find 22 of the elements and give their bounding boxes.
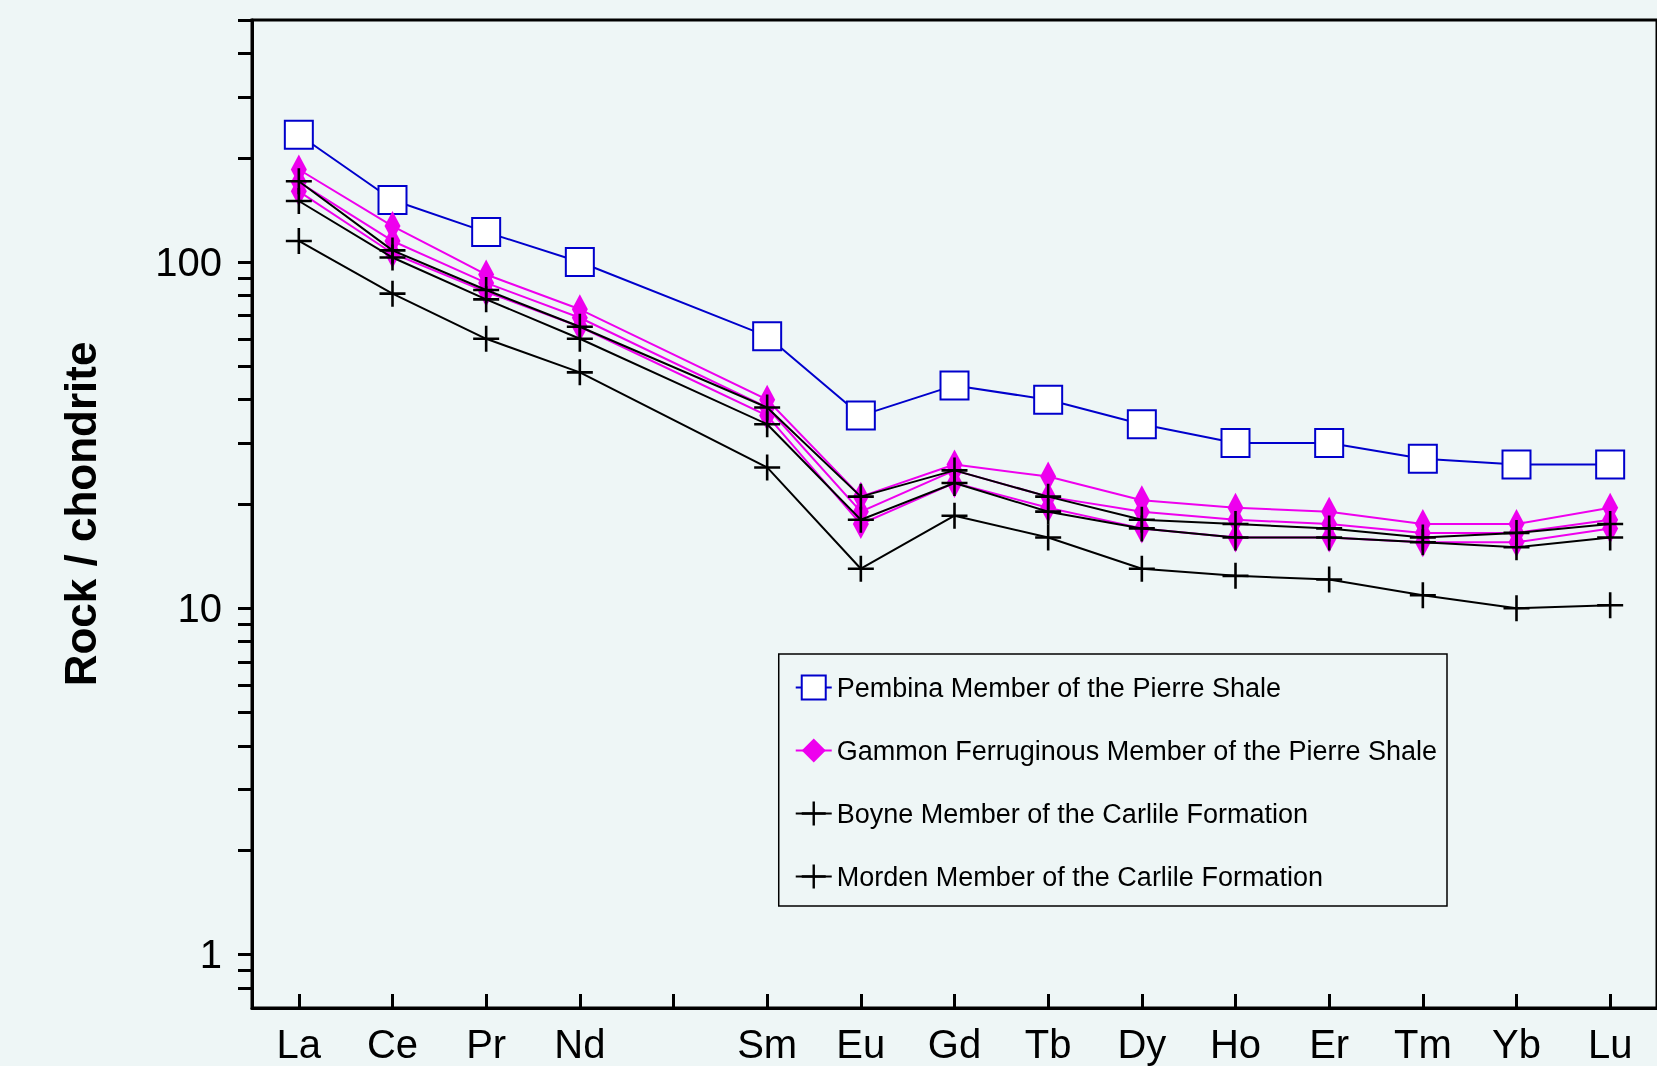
y-axis-title: Rock / chondrite bbox=[55, 341, 105, 687]
x-tick-label: Pr bbox=[466, 1022, 507, 1066]
x-tick-label: La bbox=[276, 1022, 322, 1066]
y-tick-label: 10 bbox=[177, 586, 222, 631]
x-tick-label: Nd bbox=[554, 1022, 606, 1066]
legend-label: Morden Member of the Carlile Formation bbox=[836, 861, 1323, 892]
x-tick-label: Er bbox=[1309, 1022, 1350, 1066]
legend-label: Pembina Member of the Pierre Shale bbox=[836, 672, 1281, 703]
x-tick-label: Ho bbox=[1209, 1022, 1262, 1066]
x-tick-label: Gd bbox=[927, 1022, 982, 1066]
x-tick-label: Tb bbox=[1024, 1022, 1072, 1066]
x-tick-label: Tm bbox=[1393, 1022, 1452, 1066]
x-tick-label: Dy bbox=[1117, 1022, 1167, 1066]
legend-label: Gammon Ferruginous Member of the Pierre Shale bbox=[836, 735, 1437, 766]
x-tick-label: Lu bbox=[1587, 1022, 1633, 1066]
y-tick-label: 100 bbox=[155, 239, 222, 284]
legend-label: Boyne Member of the Carlile Formation bbox=[836, 798, 1308, 829]
x-tick-label: Yb bbox=[1492, 1022, 1541, 1066]
x-tick-label: Ce bbox=[366, 1022, 419, 1066]
y-tick-label: 1 bbox=[199, 932, 222, 977]
x-tick-label: Sm bbox=[737, 1022, 798, 1066]
x-tick-label: Eu bbox=[836, 1022, 886, 1066]
